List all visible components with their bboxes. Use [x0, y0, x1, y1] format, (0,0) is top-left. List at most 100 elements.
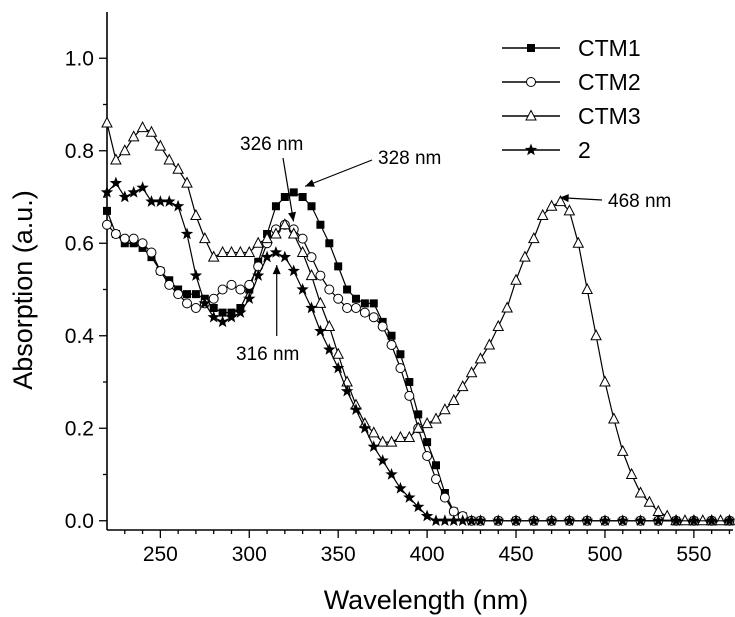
annotation-arrow: [282, 157, 296, 222]
data-point: [305, 301, 318, 314]
data-point: [545, 514, 558, 526]
data-point: [420, 509, 434, 522]
data-point: [279, 218, 291, 230]
data-point: [360, 299, 369, 308]
data-point: [225, 310, 238, 323]
data-point: [198, 296, 211, 309]
data-point: [334, 262, 343, 271]
data-point: [527, 232, 540, 244]
data-point: [474, 352, 487, 364]
data-point: [280, 193, 289, 201]
data-point: [669, 514, 683, 526]
data-point: [509, 514, 523, 526]
data-point: [403, 430, 416, 442]
data-point: [679, 514, 691, 526]
data-point: [350, 303, 361, 313]
annotation-label: 316 nm: [236, 344, 299, 365]
data-point: [287, 227, 300, 239]
data-point: [270, 227, 282, 239]
data-point: [404, 390, 415, 401]
data-point: [226, 279, 237, 290]
data-point: [349, 403, 363, 415]
data-point: [421, 417, 433, 429]
data-point: [209, 304, 218, 312]
y-tick-label: 0.0: [65, 510, 94, 533]
data-point: [261, 232, 273, 244]
data-point: [101, 116, 113, 128]
data-point: [198, 232, 211, 244]
series-ctm2: [102, 219, 735, 526]
data-point: [207, 310, 220, 323]
data-point: [118, 190, 131, 203]
plot-area: [106, 12, 733, 531]
data-point: [643, 495, 656, 507]
data-point: [696, 514, 709, 526]
data-point: [297, 233, 308, 244]
data-point: [422, 451, 433, 461]
data-point: [432, 461, 441, 470]
data-point: [474, 514, 487, 526]
data-point: [307, 202, 316, 211]
data-point: [305, 269, 318, 281]
data-point: [260, 250, 274, 263]
data-point: [385, 435, 398, 447]
series-layer: [100, 116, 735, 526]
data-point: [314, 324, 327, 337]
data-point: [180, 227, 194, 240]
data-point: [423, 438, 432, 447]
y-tick-label: 0.8: [65, 140, 94, 163]
data-point: [492, 514, 505, 526]
data-point: [208, 293, 219, 304]
annotation-label: 326 nm: [240, 134, 303, 155]
data-point: [598, 514, 612, 526]
data-point: [661, 509, 674, 521]
data-point: [572, 236, 585, 248]
data-point: [412, 500, 425, 513]
data-point: [714, 514, 727, 526]
data-point: [145, 125, 158, 137]
data-point: [109, 176, 123, 189]
data-point: [189, 269, 203, 281]
data-point: [182, 298, 193, 309]
data-point: [705, 514, 718, 526]
data-point: [501, 301, 513, 313]
y-tick-label: 1.0: [65, 47, 94, 70]
data-point: [616, 444, 629, 456]
data-point: [395, 363, 406, 374]
legend-marker: [524, 143, 538, 156]
data-point: [289, 188, 298, 197]
data-point: [634, 486, 647, 498]
data-point: [100, 185, 114, 198]
data-point: [136, 121, 149, 133]
annotation-label: 328 nm: [378, 148, 441, 169]
data-point: [298, 193, 307, 201]
data-point: [687, 514, 701, 526]
data-point: [172, 162, 184, 174]
data-point: [634, 514, 647, 526]
annotation-arrow: [272, 265, 281, 336]
data-point: [155, 266, 166, 276]
legend-label: CTM2: [578, 69, 641, 95]
data-point: [447, 393, 460, 405]
data-point: [315, 270, 326, 281]
data-point: [527, 514, 540, 526]
data-point: [235, 284, 246, 295]
data-point: [137, 238, 148, 249]
data-point: [456, 514, 469, 526]
data-point: [225, 245, 238, 257]
data-point: [351, 294, 360, 303]
data-point: [243, 292, 256, 304]
legend-label: CTM3: [578, 103, 641, 129]
annotation-arrow: [304, 159, 373, 187]
data-point: [145, 195, 158, 207]
data-point: [102, 219, 112, 230]
data-point: [154, 139, 167, 151]
data-point: [218, 308, 227, 317]
data-point: [483, 338, 496, 350]
data-point: [128, 233, 139, 244]
data-point: [154, 195, 167, 207]
data-point: [136, 181, 149, 193]
data-point: [343, 285, 352, 294]
data-point: [545, 199, 558, 211]
